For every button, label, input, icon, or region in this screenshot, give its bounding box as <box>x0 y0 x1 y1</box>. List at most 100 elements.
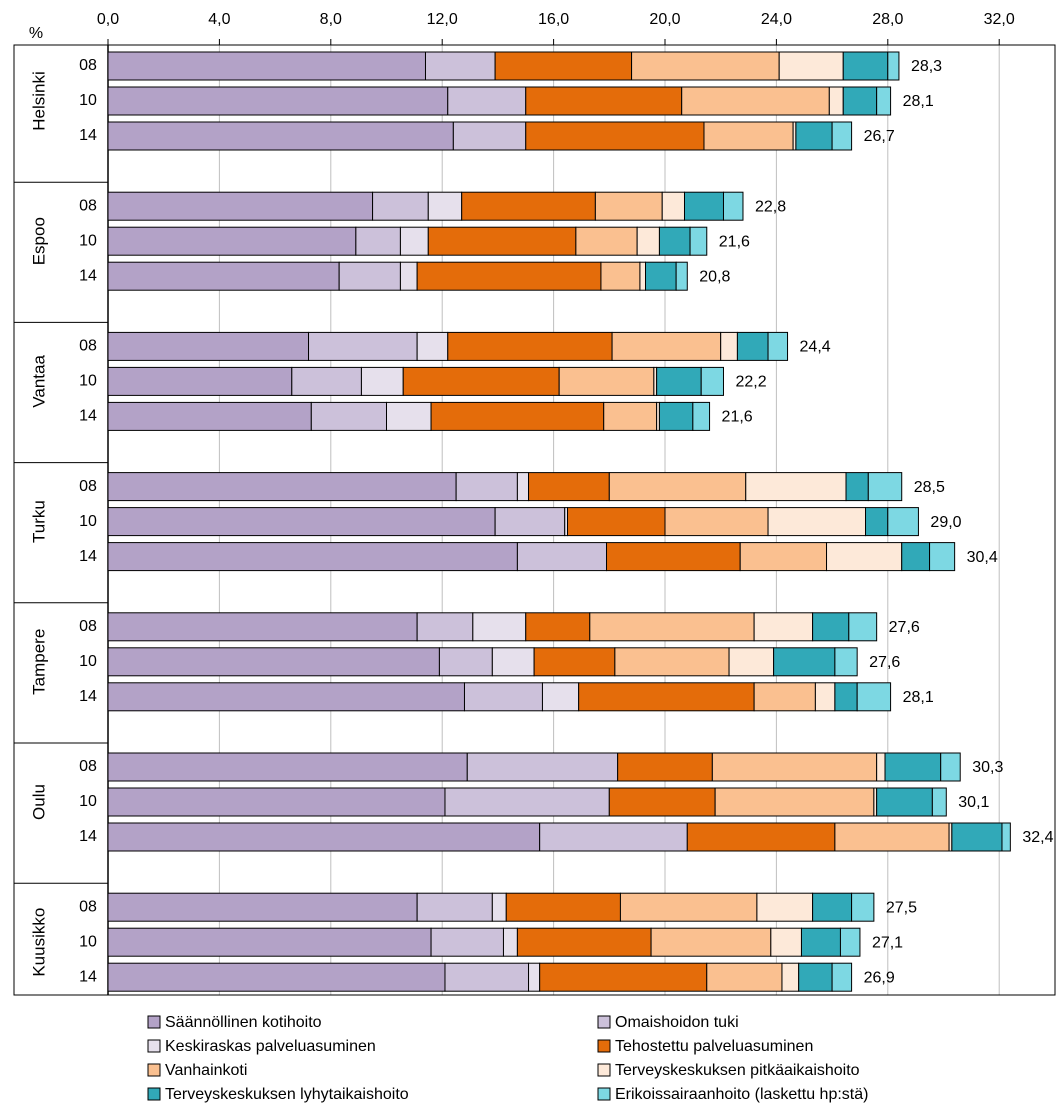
total-label: 30,1 <box>958 794 989 811</box>
x-tick-label: 28,0 <box>872 11 903 28</box>
year-label: 14 <box>79 688 97 705</box>
bar-segment <box>856 682 892 712</box>
legend-label: Terveyskeskuksen lyhytaikaishoito <box>165 1086 409 1103</box>
legend-swatch <box>597 1087 611 1101</box>
bar-segment <box>639 261 647 291</box>
year-label: 14 <box>79 127 97 144</box>
bar-segment <box>884 752 942 782</box>
bar-segment <box>424 51 496 81</box>
total-label: 30,4 <box>967 549 998 566</box>
bar-segment <box>842 86 878 116</box>
bar-segment <box>494 507 566 537</box>
bar-segment <box>608 472 747 502</box>
total-label: 29,0 <box>930 514 961 531</box>
bar-segment <box>753 682 816 712</box>
year-label: 14 <box>79 968 97 985</box>
year-label: 10 <box>79 933 97 950</box>
bar-segment <box>636 226 660 256</box>
bar-segment <box>675 261 688 291</box>
bar-segment <box>828 86 844 116</box>
bar-segment <box>589 612 755 642</box>
bar-segment <box>416 261 602 291</box>
total-label: 21,6 <box>719 233 750 250</box>
bar-segment <box>578 682 755 712</box>
bar-segment <box>706 962 783 992</box>
bar-segment <box>107 51 426 81</box>
bar-segment <box>399 261 418 291</box>
bar-segment <box>567 507 666 537</box>
bar-segment <box>516 542 608 572</box>
bar-segment <box>505 892 621 922</box>
bar-segment <box>427 191 463 221</box>
bar-segment <box>491 892 507 922</box>
legend-label: Säännöllinen kotihoito <box>165 1014 322 1031</box>
bar-segment <box>756 892 814 922</box>
bar-segment <box>812 892 853 922</box>
legend-label: Vanhainkoti <box>165 1062 247 1079</box>
total-label: 28,3 <box>911 58 942 75</box>
bar-segment <box>466 752 619 782</box>
bar-segment <box>931 787 947 817</box>
bar-segment <box>452 121 527 151</box>
x-tick-label: 20,0 <box>649 11 680 28</box>
bar-segment <box>107 752 468 782</box>
bar-segment <box>686 822 836 852</box>
bars <box>107 51 1011 992</box>
bar-segment <box>416 612 474 642</box>
bar-segment <box>929 542 956 572</box>
bar-segment <box>372 191 429 221</box>
legend-swatch <box>147 1087 161 1101</box>
year-label: 10 <box>79 92 97 109</box>
total-label: 21,6 <box>722 409 753 426</box>
total-label: 28,5 <box>914 479 945 496</box>
bar-segment <box>901 542 931 572</box>
total-label: 26,7 <box>864 128 895 145</box>
bar-segment <box>767 331 789 361</box>
bar-segment <box>107 787 446 817</box>
bar-segment <box>606 542 741 572</box>
bar-segment <box>619 892 758 922</box>
bar-segment <box>494 51 633 81</box>
year-label: 08 <box>79 197 97 214</box>
year-label: 08 <box>79 758 97 775</box>
bar-segment <box>692 401 711 431</box>
bar-segment <box>839 927 861 957</box>
bar-segment <box>608 787 716 817</box>
bar-segment <box>876 752 886 782</box>
bar-segment <box>539 962 708 992</box>
bar-segment <box>720 331 738 361</box>
year-label: 08 <box>79 338 97 355</box>
bar-segment <box>416 892 493 922</box>
legend-swatch <box>147 1039 161 1053</box>
legend-swatch <box>597 1039 611 1053</box>
bar-segment <box>683 191 724 221</box>
x-tick-label: 4,0 <box>208 11 230 28</box>
year-label: 08 <box>79 478 97 495</box>
bar-segment <box>656 366 702 396</box>
bar-segment <box>107 892 418 922</box>
bar-segment <box>107 962 446 992</box>
bar-segment <box>516 472 530 502</box>
bar-segment <box>399 226 429 256</box>
bar-segment <box>745 472 847 502</box>
bar-segment <box>107 191 374 221</box>
bar-segment <box>711 752 878 782</box>
bar-segment <box>502 927 518 957</box>
bar-segment <box>107 401 312 431</box>
bar-segment <box>528 962 541 992</box>
bar-segment <box>575 226 638 256</box>
bar-segment <box>834 822 950 852</box>
legend-label: Erikoissairaanhoito (laskettu hp:stä) <box>615 1086 868 1103</box>
bar-segment <box>603 401 658 431</box>
bar-segment <box>739 542 828 572</box>
bar-segment <box>867 472 903 502</box>
bar-segment <box>795 121 833 151</box>
bar-segment <box>107 366 293 396</box>
year-label: 10 <box>79 513 97 530</box>
x-axis-ticks: 0,0 4,0 8,0 12,0 16,0 20,0 24,0 28,0 32,0 <box>97 11 1015 45</box>
year-label: 08 <box>79 57 97 74</box>
year-label: 08 <box>79 898 97 915</box>
bar-segment <box>887 507 919 537</box>
labels: Helsinki 08 28,3 10 28,1 14 26,7 Espoo 08 22,8 10 2… <box>29 57 1053 986</box>
